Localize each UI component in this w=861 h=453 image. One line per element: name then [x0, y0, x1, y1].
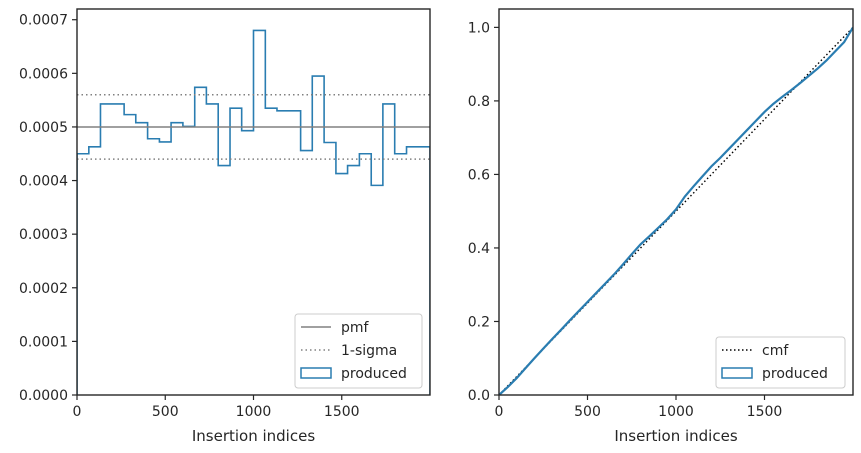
- y-tick-label: 0.6: [468, 167, 490, 183]
- y-tick-label: 0.0004: [19, 174, 68, 190]
- y-tick-label: 0.0001: [19, 334, 68, 350]
- legend-cmf-label: cmf: [762, 343, 789, 359]
- y-tick-label: 0.0007: [19, 13, 68, 29]
- y-tick-label: 0.8: [468, 94, 490, 110]
- y-tick-label: 0.0003: [19, 227, 68, 243]
- y-tick-label: 0.2: [468, 314, 490, 330]
- y-tick-label: 0.0: [468, 388, 490, 404]
- legend-produced-label: produced: [762, 366, 828, 382]
- x-tick-label: 1000: [658, 404, 694, 420]
- legend-1-sigma-label: 1-sigma: [341, 343, 397, 359]
- cmf-chart-legend: cmf produced: [715, 336, 846, 389]
- produced-line: [499, 26, 853, 395]
- legend-pmf-label: pmf: [341, 320, 370, 336]
- legend-produced-swatch: [300, 367, 332, 379]
- legend-produced-label: produced: [341, 366, 407, 382]
- produced-histogram-step: [77, 29, 430, 395]
- y-tick-label: 0.0000: [19, 388, 68, 404]
- legend-produced-swatch: [721, 367, 753, 379]
- x-tick-label: 1500: [747, 404, 783, 420]
- x-tick-label: 0: [73, 404, 82, 420]
- x-tick-label: 0: [495, 404, 504, 420]
- pmf-chart-legend: pmf 1-sigma produced: [294, 313, 423, 389]
- y-tick-label: 0.0006: [19, 66, 68, 82]
- cmf-chart: 0 500 1000 1500 0.0 0.2 0.4 0.6 0.8 1.0 Insertio…: [468, 8, 854, 445]
- cmf-chart-xlabel: Insertion indices: [614, 427, 737, 445]
- x-tick-label: 500: [574, 404, 601, 420]
- y-tick-label: 1.0: [468, 20, 490, 36]
- pmf-chart-xlabel: Insertion indices: [192, 427, 315, 445]
- legend-box: [294, 313, 423, 389]
- x-tick-label: 500: [152, 404, 179, 420]
- y-tick-label: 0.0002: [19, 281, 68, 297]
- y-tick-label: 0.4: [468, 241, 490, 257]
- x-tick-label: 1000: [236, 404, 272, 420]
- legend-box: [715, 336, 846, 389]
- y-tick-label: 0.0005: [19, 120, 68, 136]
- pmf-chart: 0 500 1000 1500 0.0000 0.0001 0.0002 0.0003 0.0…: [19, 8, 431, 445]
- x-tick-label: 1500: [324, 404, 360, 420]
